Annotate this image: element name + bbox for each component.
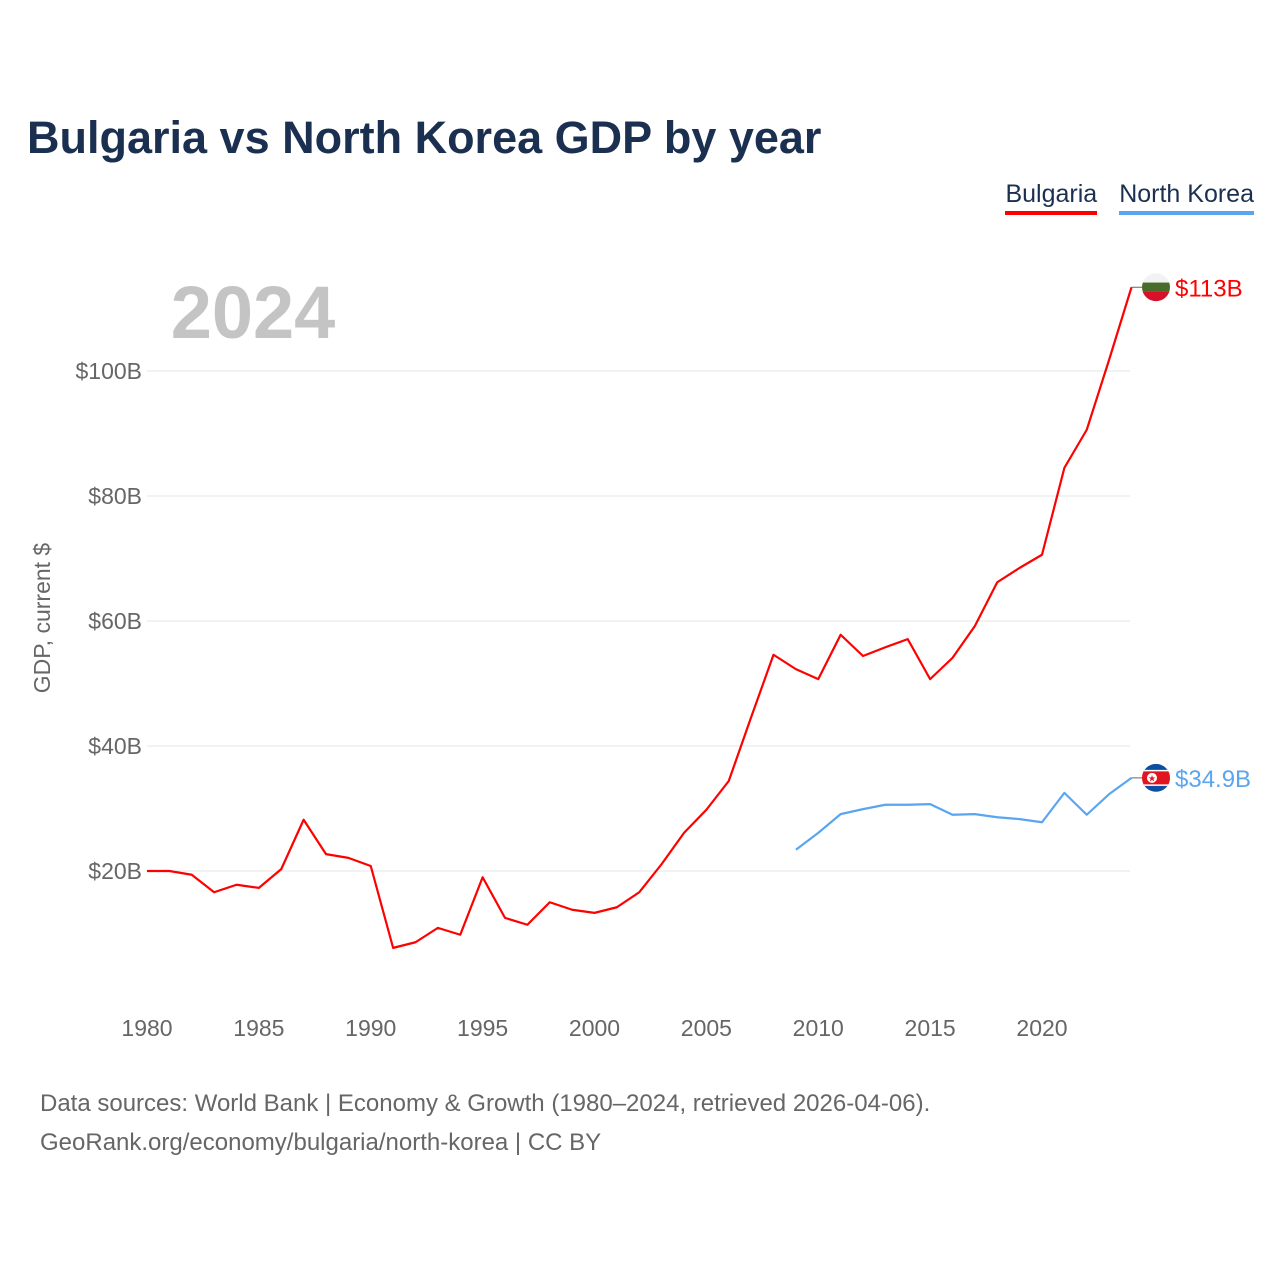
x-tick-label: 1985 xyxy=(233,1015,284,1041)
y-axis-label: GDP, current $ xyxy=(29,543,55,694)
series-line-north-korea xyxy=(795,776,1133,851)
flag-star-disc xyxy=(1147,772,1157,783)
legend-north-korea[interactable]: North Korea xyxy=(1119,180,1254,215)
x-tick-label: 1995 xyxy=(457,1015,508,1041)
legend-bulgaria[interactable]: Bulgaria xyxy=(1005,180,1098,215)
series-line-bulgaria xyxy=(147,286,1133,949)
source-line-1: Data sources: World Bank | Economy & Gro… xyxy=(40,1090,931,1117)
end-value-label: $34.9B xyxy=(1175,766,1251,793)
flag-body: ★ xyxy=(1142,763,1170,792)
legend: Bulgaria North Korea xyxy=(1005,180,1254,215)
end-value-label: $113B xyxy=(1175,275,1243,302)
bulgaria-flag-icon xyxy=(1142,273,1170,302)
flag-red xyxy=(1142,291,1170,302)
flag-body xyxy=(1142,273,1170,302)
x-tick-label: 2005 xyxy=(681,1015,732,1041)
y-tick-label: $20B xyxy=(88,858,142,884)
y-tick-label: $80B xyxy=(88,483,142,509)
source-note: Data sources: World Bank | Economy & Gro… xyxy=(40,1084,930,1162)
chart-title: Bulgaria vs North Korea GDP by year xyxy=(27,112,822,163)
flag-green xyxy=(1142,282,1170,292)
north-korea-flag-icon: ★ xyxy=(1142,763,1170,792)
flag-white xyxy=(1142,273,1170,283)
x-tick-label: 1980 xyxy=(121,1015,172,1041)
y-tick-label: $60B xyxy=(88,608,142,634)
x-tick-label: 2010 xyxy=(793,1015,844,1041)
x-tick-label: 1990 xyxy=(345,1015,396,1041)
source-line-2[interactable]: GeoRank.org/economy/bulgaria/north-korea… xyxy=(40,1129,602,1156)
year-watermark: 2024 xyxy=(171,271,336,354)
x-tick-label: 2020 xyxy=(1016,1015,1067,1041)
x-tick-label: 2000 xyxy=(569,1015,620,1041)
y-tick-label: $100B xyxy=(75,358,142,384)
flag-star: ★ xyxy=(1148,773,1156,783)
x-tick-label: 2015 xyxy=(905,1015,956,1041)
y-tick-label: $40B xyxy=(88,733,142,759)
